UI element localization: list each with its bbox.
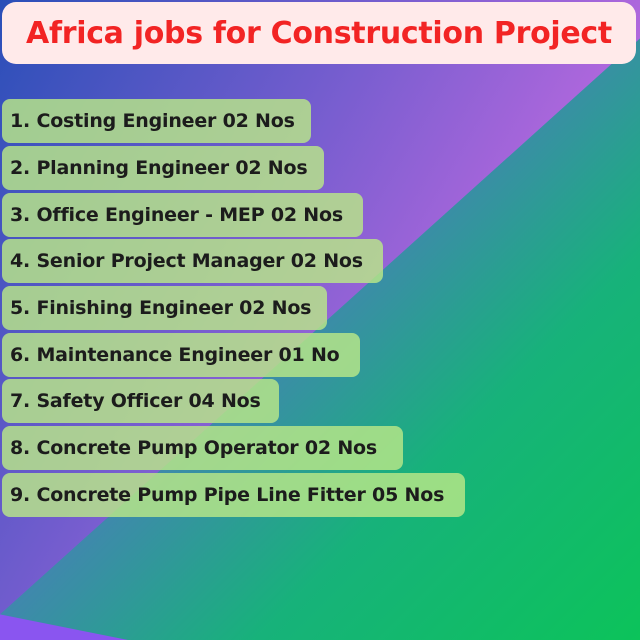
page-title: Africa jobs for Construction Project xyxy=(2,2,636,64)
job-item: 6. Maintenance Engineer 01 No xyxy=(2,333,360,377)
job-item: 4. Senior Project Manager 02 Nos xyxy=(2,239,383,283)
job-item: 2. Planning Engineer 02 Nos xyxy=(2,146,324,190)
job-item: 8. Concrete Pump Operator 02 Nos xyxy=(2,426,403,470)
job-item: 5. Finishing Engineer 02 Nos xyxy=(2,286,327,330)
job-item: 3. Office Engineer - MEP 02 Nos xyxy=(2,193,363,237)
job-item: 9. Concrete Pump Pipe Line Fitter 05 Nos xyxy=(2,473,465,517)
job-item: 1. Costing Engineer 02 Nos xyxy=(2,99,311,143)
job-item: 7. Safety Officer 04 Nos xyxy=(2,379,279,423)
